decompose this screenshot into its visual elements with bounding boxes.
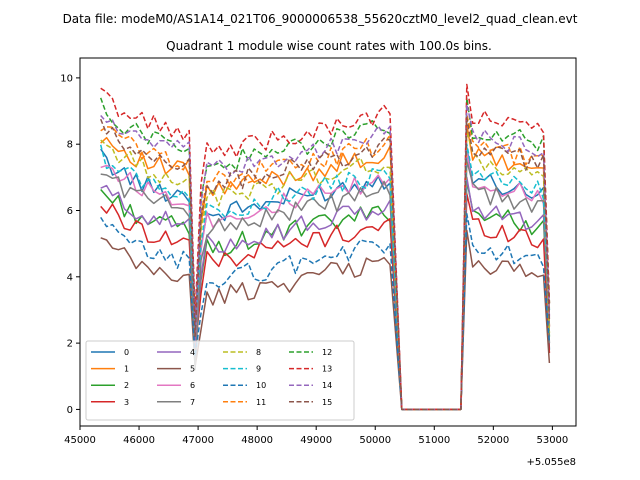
legend-label-9: 9 [256, 365, 261, 374]
plot-lines [99, 83, 551, 411]
y-tick-label-4: 8 [67, 140, 73, 151]
legend-label-6: 6 [190, 381, 195, 390]
x-tick-label-6: 51000 [418, 435, 450, 446]
plot-frame [79, 57, 577, 427]
legend-label-13: 13 [322, 365, 332, 374]
y-tick-label-5: 10 [60, 73, 73, 84]
y-tick-label-1: 2 [67, 339, 73, 350]
x-tick-label-0: 45000 [64, 435, 96, 446]
legend-label-3: 3 [124, 398, 129, 407]
x-tick-label-1: 46000 [123, 435, 155, 446]
x-tick-label-3: 48000 [241, 435, 273, 446]
legend-label-2: 2 [124, 381, 129, 390]
legend-label-10: 10 [256, 381, 266, 390]
y-tick-label-3: 6 [67, 206, 73, 217]
series-line-6 [100, 150, 551, 411]
series-line-10 [100, 213, 551, 411]
series-line-8 [100, 130, 551, 411]
series-line-13 [100, 83, 551, 411]
series-line-14 [100, 103, 551, 411]
legend-label-1: 1 [124, 365, 129, 374]
legend-label-11: 11 [256, 398, 266, 407]
series-line-15 [100, 116, 551, 411]
chart-title: Quadrant 1 module wise count rates with … [166, 39, 492, 53]
legend-box [85, 340, 355, 421]
series-line-9 [99, 143, 551, 411]
legend-label-14: 14 [322, 381, 332, 390]
legend-label-4: 4 [190, 348, 195, 357]
series-line-3 [100, 193, 551, 411]
legend-label-0: 0 [124, 348, 129, 357]
series-line-7 [100, 160, 551, 411]
x-tick-label-5: 50000 [359, 435, 391, 446]
x-offset-label: +5.055e8 [526, 457, 576, 468]
legend-label-7: 7 [190, 398, 195, 407]
y-tick-label-0: 0 [67, 405, 73, 416]
x-axis: 45000 46000 47000 48000 49000 50000 51000 52000… [64, 426, 568, 446]
chart-suptitle: Data file: modeM0/AS1A14_021T06_90000065… [63, 12, 578, 26]
x-tick-label-4: 49000 [300, 435, 332, 446]
y-tick-label-2: 4 [67, 272, 73, 283]
legend-label-12: 12 [322, 348, 332, 357]
x-tick-label-2: 47000 [182, 435, 214, 446]
legend-label-15: 15 [322, 398, 332, 407]
series-line-2 [100, 179, 551, 411]
series-line-11 [100, 113, 551, 411]
legend-label-8: 8 [256, 348, 261, 357]
series-line-5 [100, 229, 551, 411]
legend-label-5: 5 [190, 365, 195, 374]
x-tick-label-8: 53000 [536, 435, 568, 446]
series-line-4 [100, 176, 551, 411]
y-axis: 0 2 4 6 8 10 [60, 73, 80, 416]
x-tick-label-7: 52000 [477, 435, 509, 446]
